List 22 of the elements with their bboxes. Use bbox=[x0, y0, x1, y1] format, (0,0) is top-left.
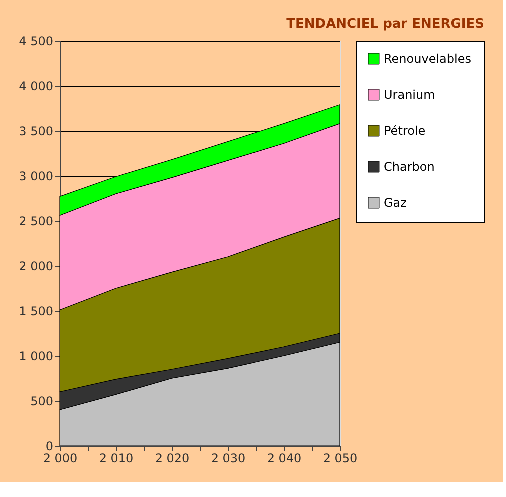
legend-label: Gaz bbox=[384, 196, 407, 210]
x-tick-label: 2 000 bbox=[43, 452, 78, 466]
x-tick-label: 2 030 bbox=[211, 452, 246, 466]
legend-label: Pétrole bbox=[384, 124, 426, 138]
y-tick-label: 500 bbox=[30, 394, 54, 408]
y-tick-label: 3 500 bbox=[19, 124, 54, 138]
y-tick-label: 2 500 bbox=[19, 214, 54, 228]
y-tick-label: 4 500 bbox=[19, 34, 54, 48]
x-tick-label: 2 010 bbox=[99, 452, 134, 466]
y-tick-label: 1 500 bbox=[19, 304, 54, 318]
legend-label: Renouvelables bbox=[384, 52, 472, 66]
y-tick-label: 3 000 bbox=[19, 170, 54, 184]
y-tick-label: 2 000 bbox=[19, 260, 54, 274]
legend-label: Uranium bbox=[384, 88, 436, 102]
y-tick-label: 1 000 bbox=[19, 350, 54, 364]
text: TENDANCIEL par ENERGIES bbox=[286, 17, 484, 32]
y-tick-label: 4 000 bbox=[19, 80, 54, 94]
x-tick-label: 2 040 bbox=[267, 452, 302, 466]
legend-label: Charbon bbox=[384, 160, 435, 174]
x-tick-label: 2 020 bbox=[155, 452, 190, 466]
y-tick-label: 0 bbox=[46, 440, 54, 454]
x-tick-label: 2 050 bbox=[323, 452, 358, 466]
